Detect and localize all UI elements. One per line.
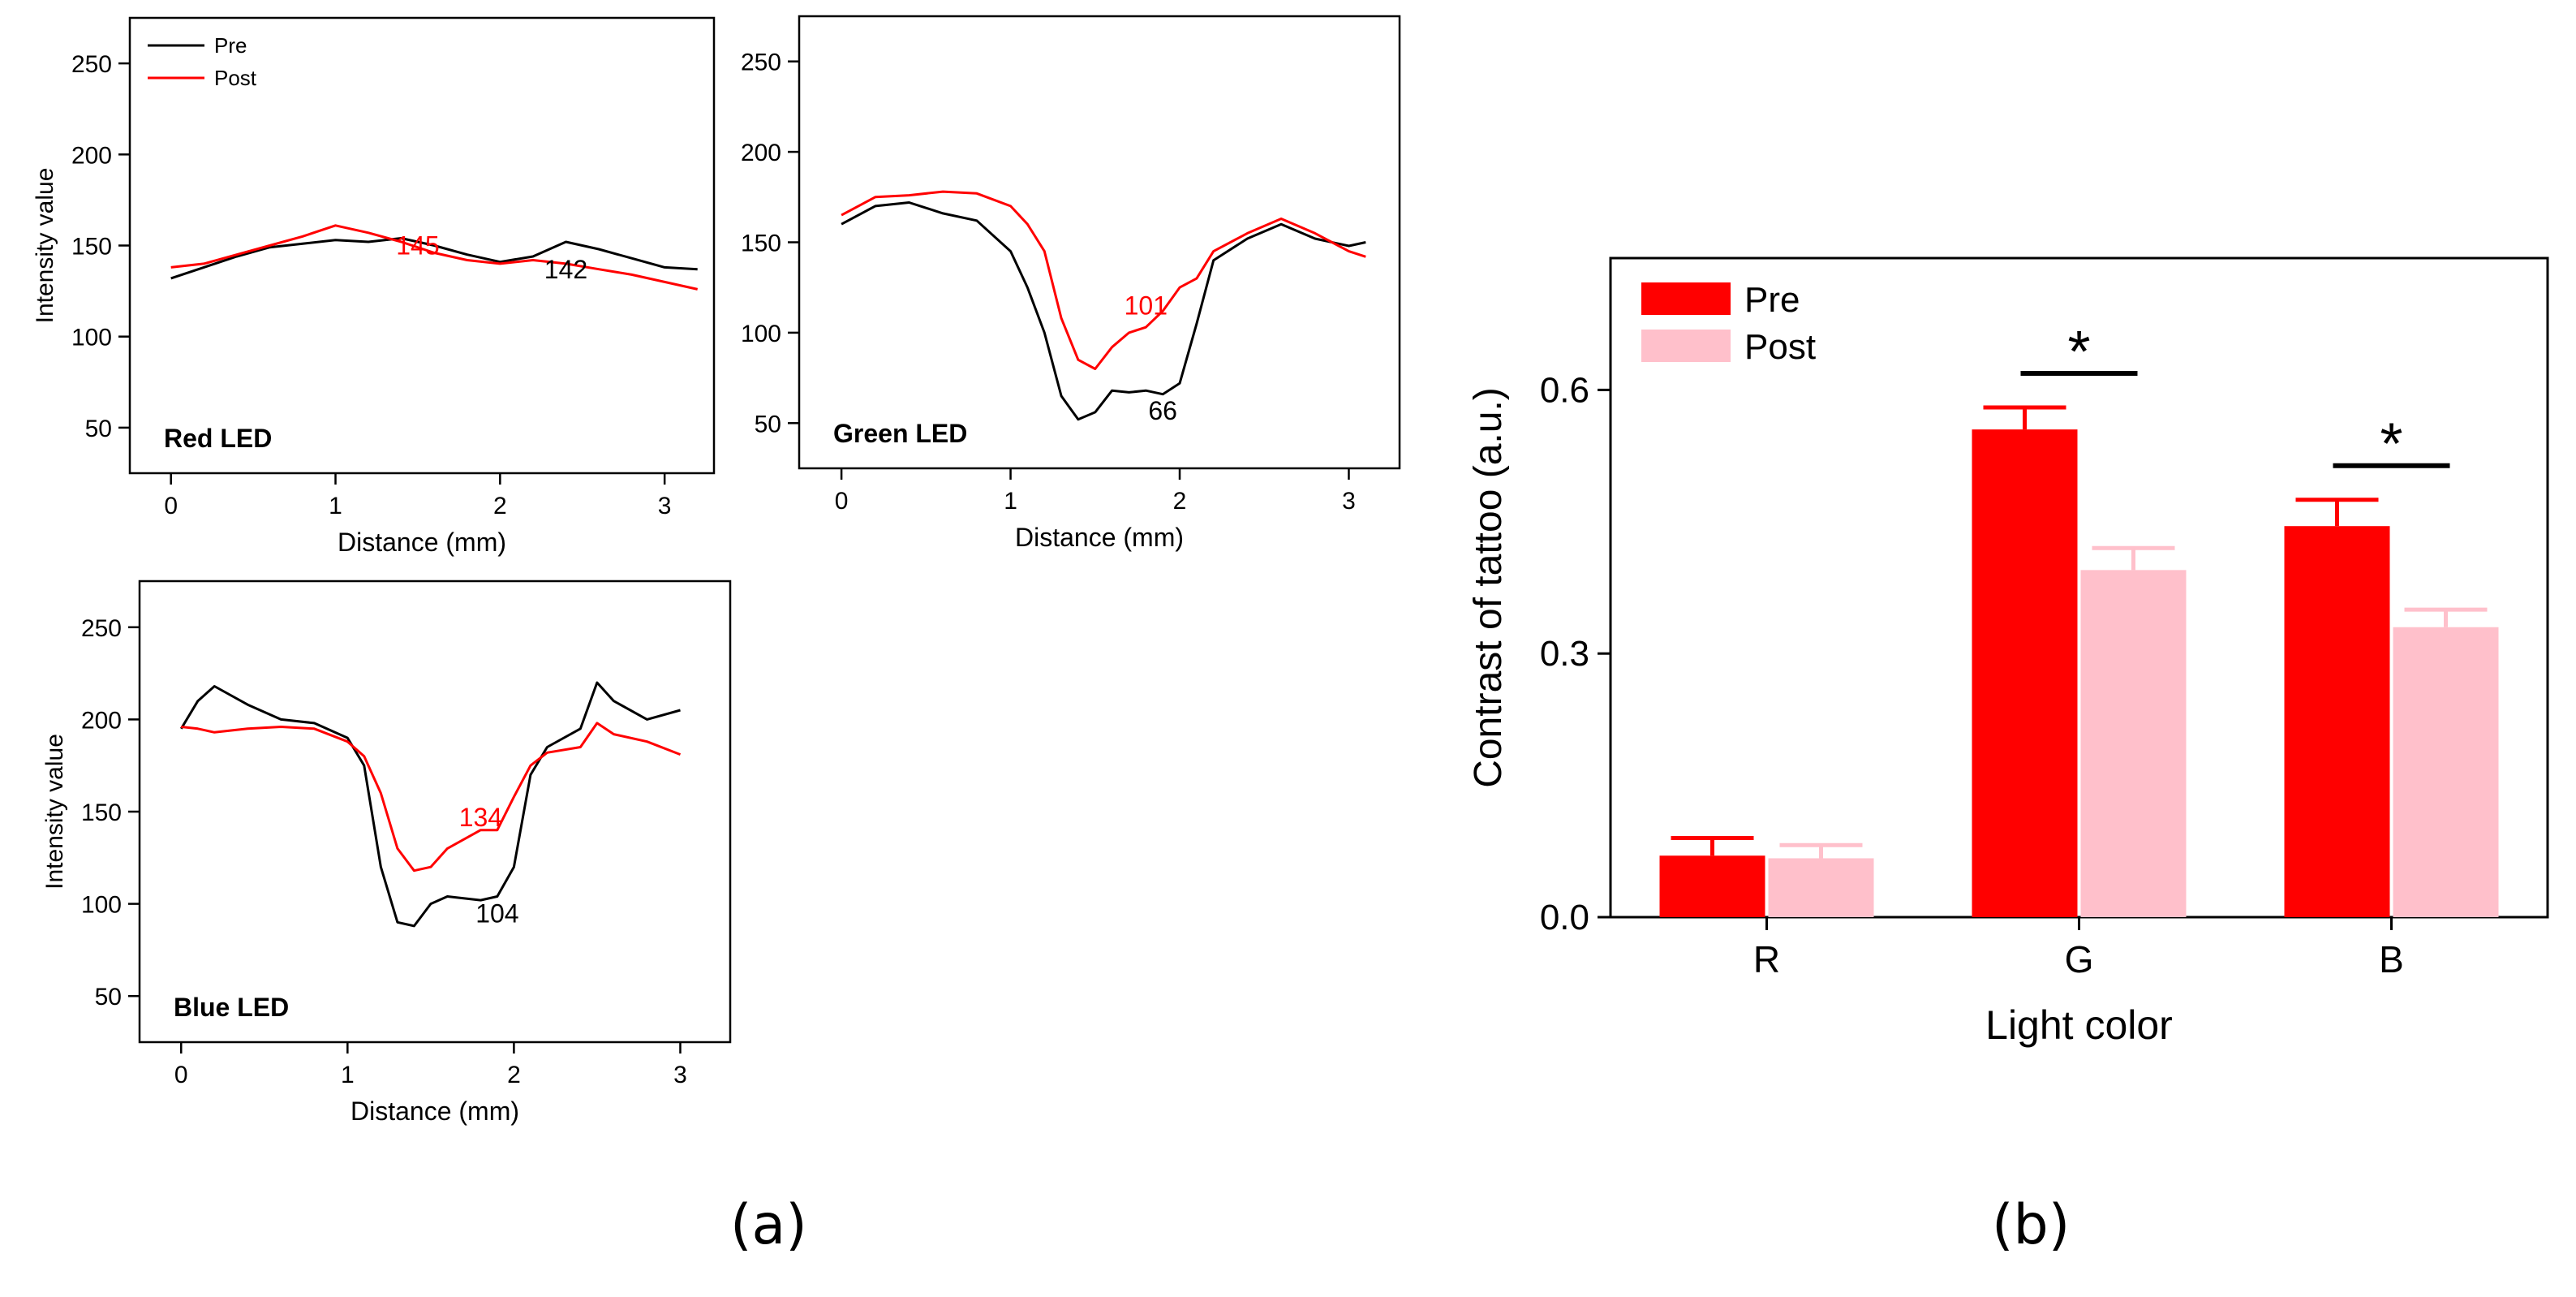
bar-post-g bbox=[2080, 570, 2187, 917]
bar-x-tick-label-g: G bbox=[2065, 938, 2094, 980]
red-led-x-axis-label: Distance (mm) bbox=[338, 528, 506, 557]
red-led-series-pre-line bbox=[170, 237, 698, 280]
green-led-y-tick-label: 50 bbox=[755, 411, 781, 437]
bar-pre-b bbox=[2284, 526, 2390, 917]
blue-led-y-tick-label: 250 bbox=[81, 615, 122, 642]
bar-legend-post-swatch bbox=[1641, 330, 1731, 362]
green-led-y-tick-label: 150 bbox=[741, 231, 781, 257]
blue-led-series-pre-line bbox=[180, 681, 681, 928]
bar-x-tick-label-r: R bbox=[1753, 938, 1780, 980]
red-led-annotation-145: 145 bbox=[396, 231, 439, 261]
blue-led-x-tick-label: 3 bbox=[673, 1062, 687, 1088]
bar-x-tick-label-b: B bbox=[2379, 938, 2404, 980]
red-led-y-tick-label: 150 bbox=[71, 234, 112, 261]
contrast-bar-chart: R G B 0.0 0.3 0.6 Light color Contrast of tatto… bbox=[1467, 256, 2549, 1048]
bar-legend-pre-swatch bbox=[1641, 282, 1731, 315]
legend-post-label: Post bbox=[214, 66, 257, 90]
bar-legend-post-label: Post bbox=[1744, 327, 1816, 367]
blue-led-x-tick-label: 0 bbox=[174, 1062, 188, 1088]
green-led-panel-title: Green LED bbox=[833, 419, 967, 448]
bar-y-tick-label: 0.0 bbox=[1540, 898, 1589, 937]
red-led-y-tick-label: 250 bbox=[71, 51, 112, 78]
blue-led-panel-title: Blue LED bbox=[174, 993, 289, 1022]
green-led-y-tick-label: 100 bbox=[741, 321, 781, 347]
blue-led-plot-frame bbox=[138, 580, 732, 1044]
significance-g-star: * bbox=[2067, 320, 2090, 385]
red-led-y-tick-label: 100 bbox=[71, 325, 112, 351]
blue-led-annotation-134: 134 bbox=[459, 803, 502, 832]
green-led-plot-frame bbox=[798, 15, 1401, 470]
blue-led-y-tick-label: 100 bbox=[81, 892, 122, 919]
red-led-x-tick-label: 1 bbox=[329, 493, 342, 519]
red-led-series-post-line bbox=[170, 224, 699, 291]
bar-y-tick-label: 0.3 bbox=[1540, 634, 1589, 674]
red-led-x-tick-label: 2 bbox=[493, 493, 507, 519]
bar-pre-r bbox=[1659, 855, 1765, 917]
blue-led-x-tick-label: 2 bbox=[507, 1062, 521, 1088]
bar-post-r bbox=[1768, 858, 1874, 917]
bar-pre-g bbox=[1972, 429, 2078, 917]
green-led-series-pre-line bbox=[841, 201, 1366, 421]
blue-led-x-tick-label: 1 bbox=[341, 1062, 355, 1088]
green-led-x-tick-label: 1 bbox=[1004, 488, 1017, 515]
blue-led-y-axis-label: Intensity value bbox=[41, 734, 68, 890]
red-led-x-tick-label: 0 bbox=[164, 493, 178, 519]
panel-label-b: (b) bbox=[1992, 1193, 2071, 1257]
red-led-y-tick-label: 200 bbox=[71, 142, 112, 169]
blue-led-series-post-line bbox=[181, 722, 682, 873]
green-led-x-axis-label: Distance (mm) bbox=[1015, 523, 1184, 552]
red-led-line-chart: 0 1 2 3 50 100 150 200 250 Distance (mm) Intensity… bbox=[32, 16, 716, 557]
blue-led-x-axis-label: Distance (mm) bbox=[350, 1097, 519, 1126]
significance-b-star: * bbox=[2380, 412, 2402, 477]
green-led-series-post-line bbox=[841, 190, 1366, 370]
green-led-annotation-101: 101 bbox=[1125, 291, 1168, 321]
green-led-y-tick-label: 250 bbox=[741, 50, 781, 76]
bar-x-axis-label: Light color bbox=[1985, 1002, 2173, 1048]
green-led-x-tick-label: 3 bbox=[1342, 488, 1356, 515]
blue-led-y-tick-label: 150 bbox=[81, 799, 122, 826]
red-led-annotation-142: 142 bbox=[544, 255, 587, 284]
green-led-y-tick-label: 200 bbox=[741, 140, 781, 166]
blue-led-y-tick-label: 200 bbox=[81, 707, 122, 734]
bar-y-tick-label: 0.6 bbox=[1540, 370, 1589, 410]
green-led-line-chart: 0 1 2 3 50 100 150 200 250 Distance (mm) 101 66 Gree… bbox=[741, 15, 1401, 552]
green-led-x-tick-label: 2 bbox=[1173, 488, 1187, 515]
red-led-x-tick-label: 3 bbox=[658, 493, 672, 519]
red-led-y-axis-label: Intensity value bbox=[32, 168, 58, 324]
blue-led-annotation-104: 104 bbox=[475, 898, 518, 928]
bar-post-b bbox=[2393, 627, 2499, 917]
red-led-panel-title: Red LED bbox=[164, 424, 272, 453]
blue-led-line-chart: 0 1 2 3 50 100 150 200 250 Distance (mm) Intensity… bbox=[41, 580, 732, 1126]
blue-led-y-tick-label: 50 bbox=[95, 984, 122, 1010]
green-led-annotation-66: 66 bbox=[1148, 396, 1177, 425]
bar-legend-pre-label: Pre bbox=[1744, 280, 1800, 320]
panel-label-a: (a) bbox=[730, 1193, 807, 1257]
green-led-x-tick-label: 0 bbox=[835, 488, 849, 515]
red-led-y-tick-label: 50 bbox=[85, 416, 112, 442]
bar-y-axis-label: Contrast of tattoo (a.u.) bbox=[1467, 387, 1510, 788]
legend-pre-label: Pre bbox=[214, 33, 247, 58]
